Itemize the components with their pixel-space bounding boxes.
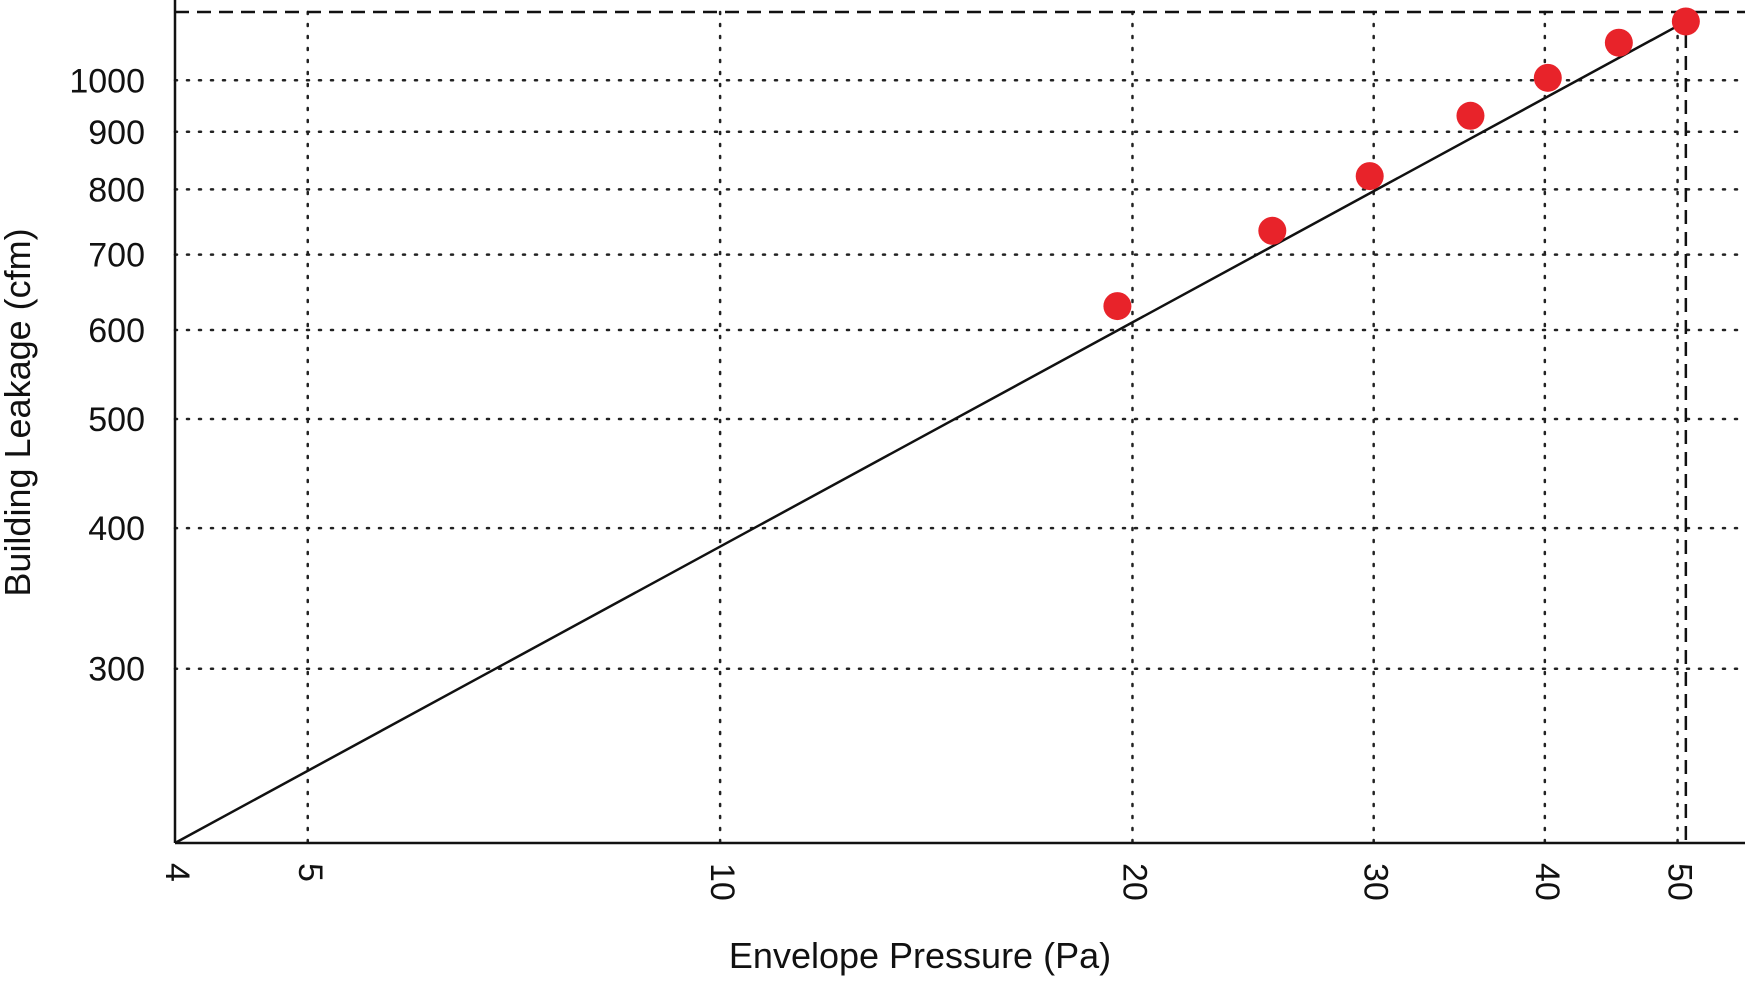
data-point [1258, 216, 1287, 245]
fit-line [174, 20, 1687, 845]
data-point [1671, 7, 1700, 36]
x-tick-label: 4 [158, 863, 196, 882]
y-tick-label: 300 [88, 651, 145, 689]
data-point [1103, 292, 1132, 321]
y-tick-label: 900 [88, 114, 145, 152]
data-point [1456, 101, 1485, 130]
y-tick-label: 700 [88, 237, 145, 275]
y-tick-label: 800 [88, 171, 145, 209]
y-tick-label: 400 [88, 510, 145, 548]
x-tick-label: 5 [291, 863, 329, 882]
data-point [1604, 28, 1633, 57]
x-tick-label: 40 [1528, 863, 1566, 901]
fit-line-group [174, 20, 1687, 845]
y-axis-title: Building Leakage (cfm) [0, 228, 38, 596]
y-tick-label: 1000 [69, 62, 145, 100]
reference-lines [175, 10, 1745, 843]
data-point [1533, 63, 1562, 92]
x-tick-label: 10 [703, 863, 741, 901]
x-tick-label: 50 [1661, 863, 1699, 901]
x-tick-label: 20 [1115, 863, 1153, 901]
axes [173, 0, 1745, 845]
data-point [1355, 162, 1384, 191]
y-tick-label: 500 [88, 401, 145, 439]
x-tick-label: 30 [1357, 863, 1395, 901]
tick-labels: 4 5 10 20 30 40 50 300 400 500 600 700 800 900 1000 [69, 62, 1698, 901]
data-points [1103, 7, 1700, 321]
y-tick-label: 600 [88, 312, 145, 350]
x-axis-title: Envelope Pressure (Pa) [729, 935, 1111, 976]
grid-lines [173, 10, 1747, 845]
